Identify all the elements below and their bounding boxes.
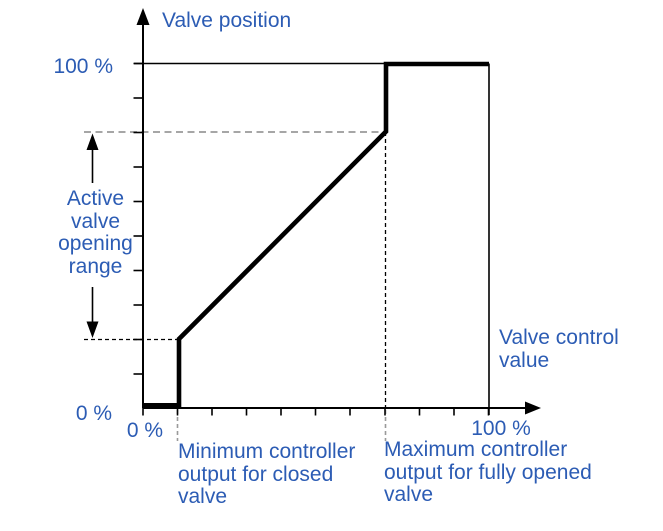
x-axis-title: Valve control value <box>499 326 619 372</box>
x-axis-label-0: 0 % <box>126 419 164 442</box>
min-output-annotation: Minimum controller output for closed val… <box>178 440 356 508</box>
x-axis-ticks <box>142 408 490 416</box>
y-axis-title: Valve position <box>162 9 292 32</box>
y-axis-label-0: 0 % <box>75 402 112 425</box>
max-output-annotation: Maximum controller output for fully open… <box>384 438 592 506</box>
y-axis-arrowhead-icon <box>136 8 150 25</box>
active-range-label: Active valve opening range <box>58 187 133 278</box>
x-axis-arrowhead-icon <box>525 401 541 415</box>
active-range-double-arrow <box>86 133 99 338</box>
y-axis-ticks <box>133 62 143 375</box>
valve-characteristic-curve <box>143 61 489 408</box>
y-axis-label-100: 100 % <box>53 55 113 78</box>
x-axis-label-100: 100 % <box>471 417 531 440</box>
